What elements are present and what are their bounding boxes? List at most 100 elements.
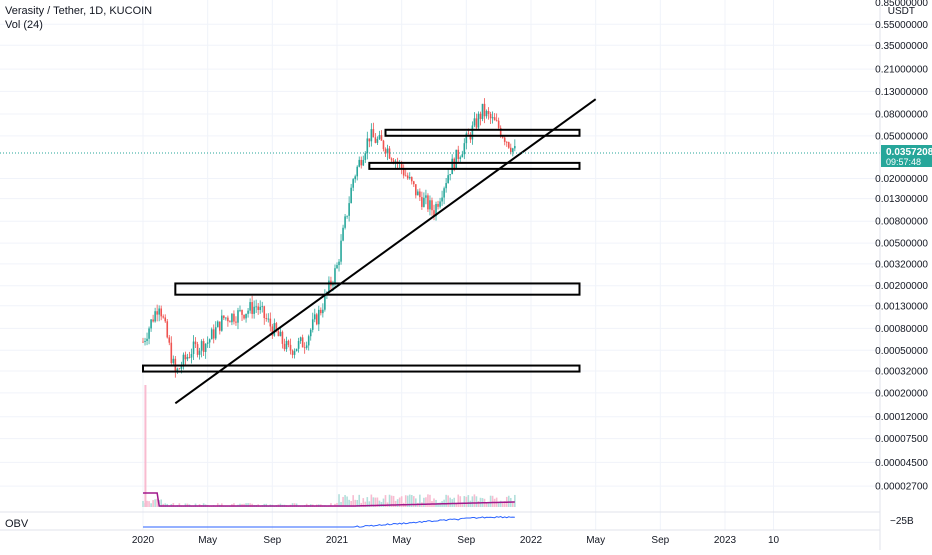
drawings[interactable]	[142, 98, 597, 405]
support-resistance-zone[interactable]	[174, 282, 581, 296]
candle-body	[344, 216, 346, 228]
volume-ma-line	[143, 492, 515, 507]
volume-bar	[356, 500, 359, 507]
candle-body	[467, 133, 470, 135]
volume-bar	[352, 495, 354, 507]
candle-body	[225, 317, 227, 319]
price-tick-label: 0.00002700	[875, 482, 928, 493]
candle-body	[233, 313, 235, 322]
volume-bar	[410, 494, 413, 507]
candle-body	[338, 261, 340, 266]
volume-bar	[249, 503, 251, 507]
symbol-title[interactable]: Verasity / Tether, 1D, KUCOIN	[5, 5, 153, 17]
candle-body	[257, 306, 259, 310]
candle-body	[245, 313, 247, 319]
candle-body	[417, 191, 419, 196]
volume-legend[interactable]: Vol (24)	[5, 19, 43, 31]
volume-bar	[449, 497, 451, 507]
candle-body	[322, 309, 324, 314]
candle-body	[471, 125, 474, 140]
candle-body	[320, 309, 322, 314]
candle-body	[493, 117, 496, 121]
candle-body	[421, 197, 423, 207]
candle-body	[340, 240, 342, 262]
candle-body	[479, 113, 482, 119]
candle-body	[241, 310, 243, 315]
volume-bar	[340, 501, 342, 507]
support-resistance-zone[interactable]	[142, 364, 581, 373]
candle-body	[390, 158, 393, 161]
volume-bar	[374, 497, 377, 507]
volume-bar	[364, 501, 367, 507]
price-tick-label: 0.00080000	[875, 324, 928, 335]
candle-body	[346, 215, 348, 217]
support-resistance-zone[interactable]	[384, 128, 581, 137]
candle-body	[289, 344, 292, 351]
volume-bar	[336, 503, 338, 507]
candle-body	[374, 137, 377, 143]
candle-body	[342, 227, 344, 241]
price-tick-label: 0.55000000	[875, 20, 928, 31]
candle-body	[386, 148, 389, 154]
price-tick-label: 0.01300000	[875, 194, 928, 205]
price-tick-label: 0.00007500	[875, 434, 928, 445]
candle-body	[297, 341, 300, 349]
candle-body	[332, 283, 334, 286]
candle-body	[384, 149, 387, 154]
candle-body	[475, 118, 478, 128]
candle-body	[459, 157, 462, 159]
trend-line[interactable]	[174, 98, 597, 405]
volume-bar	[408, 494, 411, 507]
candle-body	[360, 159, 363, 166]
candle-body	[293, 351, 296, 355]
volume-bar	[514, 494, 516, 507]
candle-body	[204, 343, 207, 352]
candle-body	[170, 342, 173, 363]
candle-body	[408, 177, 411, 179]
candle-body	[194, 341, 197, 345]
volume-bar	[144, 385, 147, 507]
candle-body	[184, 354, 187, 360]
candle-body	[196, 344, 199, 355]
volume-bar	[477, 501, 480, 507]
support-resistance-zone[interactable]	[368, 161, 581, 170]
candle-body	[512, 148, 514, 153]
price-tick-label: 0.00020000	[875, 388, 928, 399]
obv-line	[143, 516, 515, 528]
time-axis[interactable]: 2020 May Sep 2021 May Sep 2022 May Sep 2023 10	[132, 535, 780, 546]
candle-body	[247, 310, 249, 314]
candle-body	[178, 368, 181, 370]
candle-body	[291, 350, 294, 355]
candle-body	[487, 110, 490, 114]
candle-body	[473, 118, 476, 126]
candle-body	[315, 314, 318, 325]
time-tick-label: 2023	[714, 535, 737, 546]
candle-body	[382, 140, 385, 150]
candle-body	[166, 321, 169, 338]
price-tick-label: 0.00050000	[875, 346, 928, 357]
candlesticks	[142, 98, 516, 378]
volume-bar	[362, 498, 365, 507]
candle-body	[412, 181, 415, 185]
volume-bar	[390, 495, 393, 507]
candle-body	[182, 354, 185, 367]
price-axis[interactable]: 0.55000000 0.35000000 0.21000000 0.13000000…	[875, 20, 928, 493]
obv-legend[interactable]: OBV	[5, 518, 29, 530]
volume-bar	[152, 500, 154, 507]
volume-bar	[148, 501, 150, 507]
candle-body	[299, 337, 302, 342]
volume-bar	[425, 497, 427, 507]
time-tick-label: Sep	[457, 535, 475, 546]
candle-body	[425, 195, 427, 198]
candle-body	[497, 120, 500, 128]
candle-body	[188, 357, 191, 358]
candle-body	[192, 341, 195, 354]
price-tick-label: 0.00500000	[875, 239, 928, 250]
candle-body	[200, 341, 203, 351]
obv-series	[143, 516, 515, 528]
candle-body	[437, 204, 439, 207]
time-tick-label: 2021	[326, 535, 349, 546]
volume-bar	[412, 496, 415, 507]
